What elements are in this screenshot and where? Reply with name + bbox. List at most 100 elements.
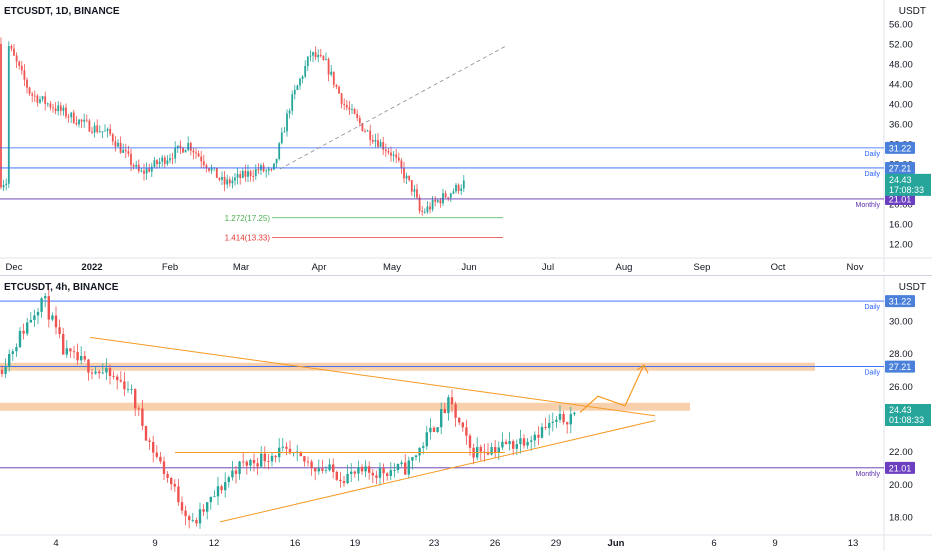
daily-candle [392,154,395,156]
daily-candle [421,211,424,213]
h4-level-name: Daily [864,370,880,377]
daily-candle [434,200,437,202]
h4-projection-arrowhead [636,364,649,374]
daily-candle [325,59,327,60]
daily-candle [366,130,369,132]
daily-candle [275,158,278,164]
daily-candle [135,164,138,167]
daily-chart-panel[interactable]: 56.0052.0048.0044.0040.0036.0032.0028.00… [0,0,932,272]
h4-level-badge [885,461,915,474]
daily-candle [252,176,255,177]
h4-candle [22,330,25,334]
daily-candle [98,131,101,133]
daily-candle [174,147,177,159]
h4-candle [501,441,504,448]
h4-x-tick-label: 19 [350,538,361,549]
daily-x-tick-label: Apr [312,262,327,272]
daily-candle [423,211,426,213]
h4-candle [206,502,209,512]
h4-candle [177,486,180,503]
h4-candle [486,452,490,455]
h4-candle [357,467,360,474]
h4-candle [209,496,212,503]
daily-candle [382,142,385,150]
daily-candle [327,59,330,75]
h4-candle [306,461,310,463]
h4-candle [141,408,144,426]
h4-candle [386,473,389,476]
daily-x-tick-label: 2022 [81,262,102,272]
daily-currency-label: USDT [898,6,926,17]
h4-candle [263,453,266,462]
h4-candle [497,447,500,453]
h4-x-tick-label: 29 [551,538,562,549]
h4-candle [0,370,4,374]
h4-candle [180,502,184,511]
daily-candle [85,119,88,121]
h4-candle [382,467,385,474]
daily-candle [31,93,34,96]
h4-candle [260,453,263,467]
h4-candle [490,447,493,455]
h4-candle [440,409,443,428]
h4-candle [54,315,58,328]
daily-y-tick-label: 40.00 [889,100,913,111]
h4-candle [87,359,90,373]
daily-y-tick-label: 12.00 [889,240,913,251]
daily-candle [182,147,184,153]
h4-candle [152,441,155,453]
h4-candle [137,408,140,410]
daily-candle [124,149,127,152]
h4-y-tick-label: 30.00 [889,317,913,328]
daily-candle [403,167,405,179]
daily-candle [221,176,223,180]
h4-x-tick-label: 9 [772,538,777,549]
daily-candle [5,183,8,186]
daily-candle [312,52,314,56]
h4-candle [443,409,446,414]
daily-candle [343,104,346,105]
h4-chart-canvas[interactable]: 30.0028.0026.0024.0022.0020.0018.0049121… [0,276,932,551]
daily-level-badge-label: 21.01 [889,194,912,204]
h4-x-tick-label: 26 [490,538,501,549]
h4-chart-panel[interactable]: 30.0028.0026.0024.0022.0020.0018.0049121… [0,275,932,551]
daily-candle [28,87,31,94]
daily-candle [46,103,49,105]
daily-candle [223,176,226,185]
h4-candle [238,461,241,474]
daily-chart-canvas[interactable]: 56.0052.0048.0044.0040.0036.0032.0028.00… [0,0,932,272]
daily-candle [163,157,166,164]
h4-candle [555,419,558,422]
daily-level-badge-label: 27.21 [889,163,912,173]
daily-candle [218,177,221,180]
daily-candle [387,151,390,153]
h4-candle [393,470,396,471]
daily-candle [429,206,431,210]
h4-candle [314,467,317,472]
h4-candle [504,441,508,445]
h4-candle [173,484,176,487]
h4-x-tick-label: 16 [290,538,301,549]
daily-candle [247,171,249,177]
daily-candle [257,169,260,171]
daily-candle [36,95,39,103]
daily-candle [280,132,283,144]
daily-candle [10,46,13,49]
h4-candle [371,472,374,476]
h4-candle [11,351,14,354]
daily-candle [59,105,62,111]
daily-candle [132,164,135,167]
daily-candle [442,193,444,204]
h4-candle [162,461,166,474]
h4-candle [224,482,227,491]
daily-candle [460,188,463,191]
daily-candle [405,175,408,179]
h4-candle [155,452,158,457]
daily-candle [345,104,348,108]
daily-candle [176,145,179,148]
h4-x-tick-label: 9 [152,538,157,549]
daily-candle [140,170,143,172]
h4-y-tick-label: 26.00 [889,382,913,393]
daily-candle [239,174,242,178]
h4-candle [310,461,313,468]
